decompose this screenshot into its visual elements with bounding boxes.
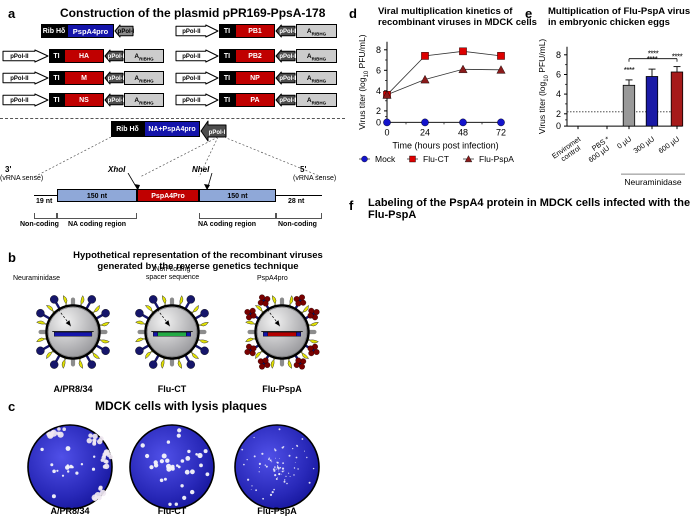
- svg-text:4: 4: [556, 89, 561, 99]
- svg-text:48: 48: [458, 127, 468, 137]
- svg-text:****: ****: [624, 66, 635, 75]
- svg-text:8: 8: [376, 45, 381, 55]
- svg-text:600 µU: 600 µU: [657, 134, 682, 155]
- svg-text:Mock: Mock: [375, 154, 396, 164]
- svg-text:0: 0: [556, 121, 561, 131]
- svg-text:2: 2: [376, 106, 381, 116]
- svg-text:Virus titer (log10 PFU/mL): Virus titer (log10 PFU/mL): [357, 34, 370, 129]
- svg-text:Flu-PspA: Flu-PspA: [479, 154, 514, 164]
- svg-text:8: 8: [556, 50, 561, 60]
- svg-text:4: 4: [376, 86, 381, 96]
- svg-text:0: 0: [376, 117, 381, 127]
- svg-text:Flu-CT: Flu-CT: [423, 154, 449, 164]
- svg-text:300 µU: 300 µU: [632, 134, 657, 155]
- svg-text:Neuraminidase: Neuraminidase: [624, 177, 681, 187]
- svg-text:****: ****: [648, 50, 659, 59]
- svg-text:72: 72: [496, 127, 506, 137]
- svg-text:6: 6: [376, 65, 381, 75]
- svg-text:Virus titer (log10 PFU/mL): Virus titer (log10 PFU/mL): [537, 39, 550, 134]
- svg-text:6: 6: [556, 70, 561, 80]
- svg-text:24: 24: [420, 127, 430, 137]
- svg-text:2: 2: [556, 109, 561, 119]
- svg-text:0: 0: [384, 127, 389, 137]
- svg-text:0 µU: 0 µU: [615, 134, 633, 150]
- svg-text:Time (hours post infection): Time (hours post infection): [392, 140, 498, 150]
